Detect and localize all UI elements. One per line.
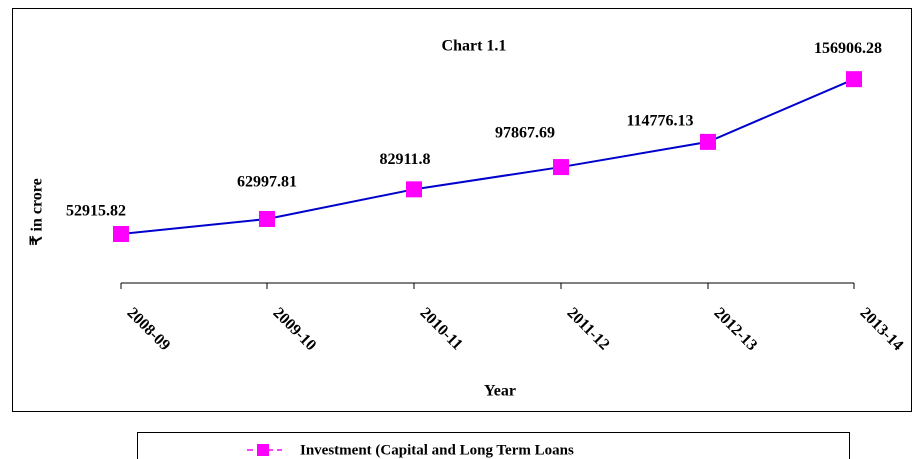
data-label: 82911.8 [379,151,430,168]
x-tick-label: 2012-13 [711,304,761,354]
legend-label: Investment (Capital and Long Term Loans [300,442,574,458]
x-tick-label: 2011-12 [564,304,613,353]
x-tick-label: 2013-14 [857,304,907,354]
x-tick-label: 2008-09 [124,304,174,354]
chart-title: Chart 1.1 [442,38,507,55]
data-label: 97867.69 [495,125,555,142]
point-marker [113,225,129,242]
legend-marker [257,444,269,456]
y-axis-label: ₹ in crore [29,178,46,245]
x-tick-label: 2010-11 [417,304,466,353]
chart-frame [12,8,912,412]
point-marker [553,159,569,176]
point-marker [700,133,716,150]
point-marker [846,71,862,88]
x-tick-label: 2009-10 [270,304,320,354]
point-marker [406,181,422,198]
point-marker [259,210,275,227]
series-line [120,78,855,235]
x-axis-label: Year [484,383,516,400]
legend-box [137,432,850,459]
data-label: 52915.82 [66,203,126,220]
data-label: 114776.13 [626,113,693,130]
data-label: 62997.81 [237,174,297,191]
data-label: 156906.28 [814,40,882,57]
